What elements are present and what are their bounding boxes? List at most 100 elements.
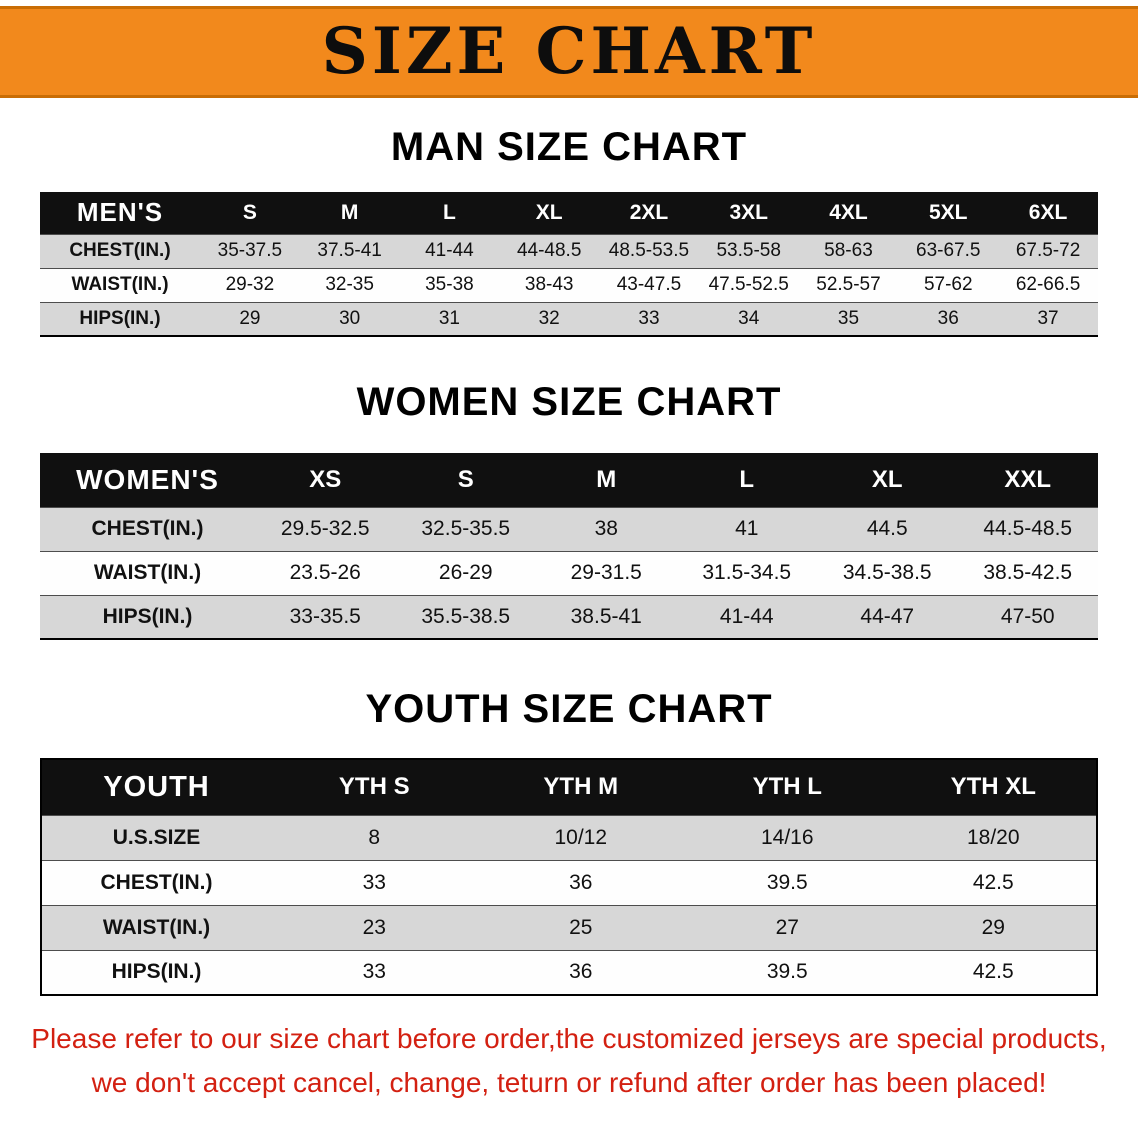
women-section-heading: WOMEN SIZE CHART bbox=[356, 380, 782, 424]
youth-section-heading: YOUTH SIZE CHART bbox=[365, 687, 773, 731]
measurement-value: 29.5-32.5 bbox=[280, 517, 370, 540]
footer-notice: Please refer to our size chart before or… bbox=[0, 1018, 1138, 1104]
measurement-value: 30 bbox=[339, 307, 361, 329]
measurement-value: 38.5-42.5 bbox=[983, 561, 1073, 584]
measurement-value: 58-63 bbox=[824, 240, 873, 261]
measurement-value: 33 bbox=[362, 960, 386, 984]
measurement-value: 35-37.5 bbox=[217, 240, 283, 261]
measurement-row: WAIST(IN.) 23.5-26 26-29 29-31.5 31.5-34.5 34… bbox=[40, 551, 1098, 595]
measurement-label: WAIST(IN.) bbox=[93, 561, 202, 584]
measurement-value: 52.5-57 bbox=[816, 274, 881, 295]
measurement-value: 29-32 bbox=[225, 274, 275, 295]
measurement-value: 32 bbox=[538, 307, 560, 329]
table-title-cell: MEN'S bbox=[76, 197, 164, 228]
youth-size-section: YOUTH SIZE CHART YOUTH YTH S YTH M YTH L YTH… bbox=[0, 686, 1138, 996]
measurement-label: HIPS(IN.) bbox=[102, 604, 193, 628]
measurement-value: 14/16 bbox=[760, 825, 814, 849]
men-size-section: MAN SIZE CHART MEN'S S M L XL 2XL 3XL 4XL 5XL 6XL… bbox=[0, 124, 1138, 337]
measurement-value: 42.5 bbox=[972, 960, 1014, 984]
measurement-row: HIPS(IN.) 33 36 39.5 42.5 bbox=[41, 950, 1097, 995]
men-size-table: MEN'S S M L XL 2XL 3XL 4XL 5XL 6XL CHEST(IN.) 35-37… bbox=[40, 192, 1098, 337]
women-size-section: WOMEN SIZE CHART WOMEN'S XS S M L XL XXL CHEST(… bbox=[0, 379, 1138, 640]
measurement-value: 37 bbox=[1037, 307, 1059, 329]
measurement-row: CHEST(IN.) 35-37.5 37.5-41 41-44 44-48.5 48.5… bbox=[40, 234, 1098, 268]
size-column-header: S bbox=[242, 200, 257, 224]
measurement-value: 37.5-41 bbox=[317, 240, 382, 261]
measurement-value: 32.5-35.5 bbox=[421, 517, 511, 540]
size-column-header: XS bbox=[309, 465, 342, 493]
measurement-label: U.S.SIZE bbox=[112, 825, 201, 849]
notice-line-2: we don't accept cancel, change, teturn o… bbox=[91, 1067, 1047, 1098]
measurement-value: 63-67.5 bbox=[916, 240, 981, 261]
measurement-value: 41-44 bbox=[425, 240, 474, 261]
size-column-header: 2XL bbox=[629, 200, 669, 224]
size-column-header: M bbox=[596, 465, 617, 493]
measurement-value: 43-47.5 bbox=[616, 274, 682, 295]
measurement-value: 18/20 bbox=[966, 825, 1020, 849]
measurement-row: U.S.SIZE 8 10/12 14/16 18/20 bbox=[41, 815, 1097, 860]
table-header-row: WOMEN'S XS S M L XL XXL bbox=[40, 453, 1098, 507]
measurement-row: CHEST(IN.) 33 36 39.5 42.5 bbox=[41, 860, 1097, 905]
measurement-value: 31 bbox=[438, 307, 460, 329]
measurement-value: 36 bbox=[569, 870, 593, 894]
size-column-header: S bbox=[457, 465, 474, 493]
measurement-value: 39.5 bbox=[766, 960, 808, 984]
measurement-value: 41-44 bbox=[719, 604, 774, 628]
measurement-value: 29-31.5 bbox=[570, 561, 642, 584]
measurement-value: 44.5 bbox=[866, 517, 908, 540]
measurement-value: 44-48.5 bbox=[516, 240, 582, 261]
measurement-value: 35 bbox=[837, 307, 860, 329]
size-column-header: YTH L bbox=[752, 773, 822, 801]
measurement-value: 26-29 bbox=[438, 561, 493, 584]
measurement-value: 38.5-41 bbox=[570, 604, 642, 628]
size-column-header: 5XL bbox=[928, 200, 968, 224]
page-title: SIZE CHART bbox=[321, 14, 817, 89]
youth-size-table: YOUTH YTH S YTH M YTH L YTH XL U.S.SIZE 8 10/12… bbox=[40, 758, 1098, 996]
measurement-row: CHEST(IN.) 29.5-32.5 32.5-35.5 38 41 44.5 44.5… bbox=[40, 507, 1098, 551]
measurement-value: 44.5-48.5 bbox=[983, 517, 1073, 540]
table-header-row: MEN'S S M L XL 2XL 3XL 4XL 5XL 6XL bbox=[40, 192, 1098, 234]
measurement-value: 23.5-26 bbox=[289, 561, 361, 584]
measurement-value: 25 bbox=[569, 915, 593, 939]
table-header-row: YOUTH YTH S YTH M YTH L YTH XL bbox=[41, 759, 1097, 815]
measurement-label: WAIST(IN.) bbox=[102, 915, 211, 939]
banner: SIZE CHART bbox=[0, 6, 1138, 98]
measurement-value: 29 bbox=[981, 915, 1005, 939]
measurement-value: 36 bbox=[937, 307, 959, 329]
size-column-header: YTH XL bbox=[950, 773, 1036, 801]
measurement-label: WAIST(IN.) bbox=[71, 274, 169, 295]
measurement-label: HIPS(IN.) bbox=[111, 960, 202, 984]
measurement-label: CHEST(IN.) bbox=[69, 240, 171, 261]
measurement-value: 44-47 bbox=[860, 604, 915, 628]
size-column-header: L bbox=[443, 200, 456, 224]
measurement-label: HIPS(IN.) bbox=[79, 307, 161, 329]
measurement-value: 38 bbox=[594, 517, 618, 540]
measurement-value: 8 bbox=[368, 825, 381, 849]
measurement-row: HIPS(IN.) 33-35.5 35.5-38.5 38.5-41 41-44 44-… bbox=[40, 595, 1098, 639]
size-chart-page: SIZE CHART MAN SIZE CHART MEN'S S M L XL 2XL 3… bbox=[0, 6, 1138, 1104]
size-column-header: 4XL bbox=[829, 200, 868, 224]
men-section-heading: MAN SIZE CHART bbox=[390, 125, 748, 169]
measurement-value: 53.5-58 bbox=[716, 240, 781, 261]
size-column-header: 6XL bbox=[1028, 200, 1068, 224]
measurement-value: 57-62 bbox=[923, 274, 973, 295]
measurement-label: CHEST(IN.) bbox=[91, 517, 204, 540]
measurement-value: 29 bbox=[239, 307, 261, 329]
measurement-value: 31.5-34.5 bbox=[702, 561, 792, 584]
measurement-value: 10/12 bbox=[554, 825, 608, 849]
size-column-header: 3XL bbox=[729, 200, 768, 224]
size-column-header: L bbox=[739, 465, 755, 493]
measurement-value: 23 bbox=[362, 915, 386, 939]
size-column-header: XL bbox=[871, 465, 903, 493]
measurement-value: 41 bbox=[735, 517, 759, 540]
measurement-value: 33-35.5 bbox=[289, 604, 361, 628]
measurement-value: 35.5-38.5 bbox=[421, 604, 511, 628]
measurement-value: 47-50 bbox=[1000, 604, 1055, 628]
measurement-value: 42.5 bbox=[972, 870, 1014, 894]
measurement-value: 34 bbox=[738, 307, 760, 329]
measurement-row: WAIST(IN.) 29-32 32-35 35-38 38-43 43-47.5 47.… bbox=[40, 268, 1098, 302]
measurement-value: 38-43 bbox=[524, 274, 574, 295]
measurement-row: WAIST(IN.) 23 25 27 29 bbox=[41, 905, 1097, 950]
size-column-header: M bbox=[340, 200, 359, 224]
measurement-value: 62-66.5 bbox=[1015, 274, 1081, 295]
